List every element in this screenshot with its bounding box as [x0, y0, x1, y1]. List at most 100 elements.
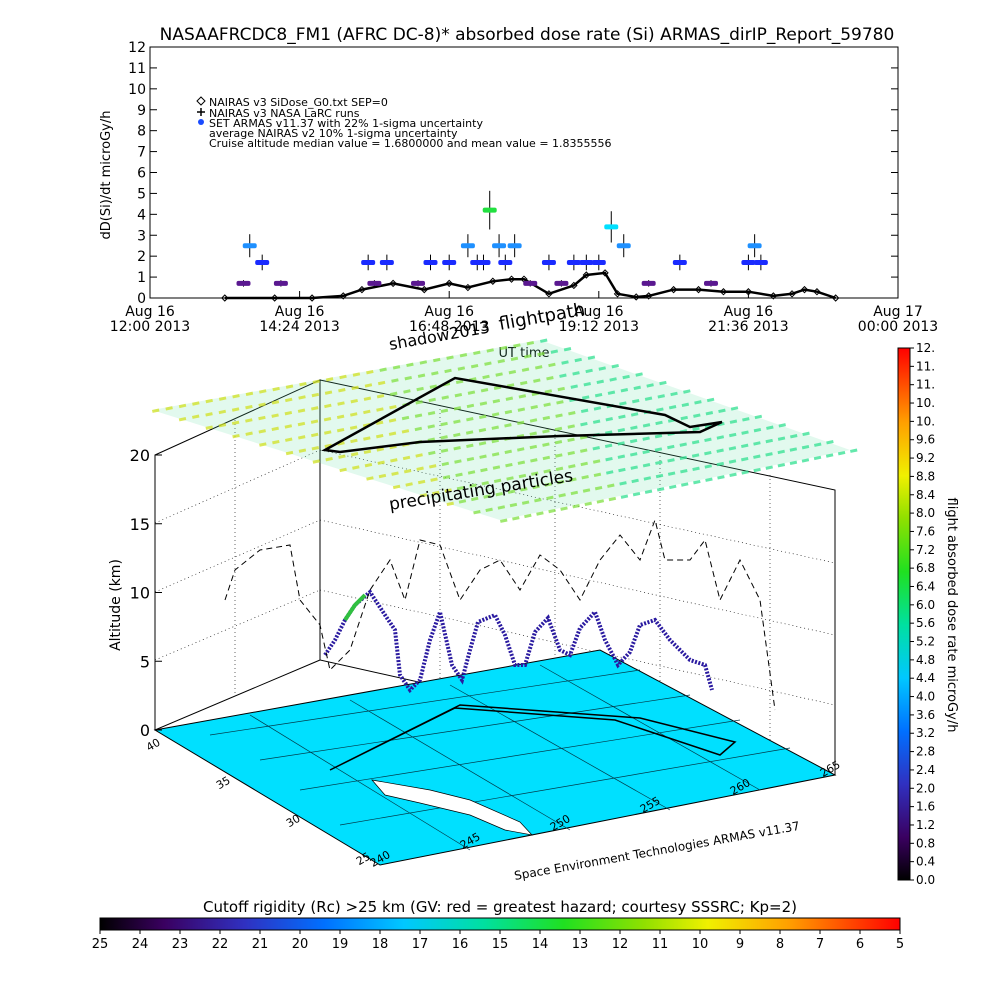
latitude-tick-label: 40	[144, 736, 163, 754]
armas-point	[255, 259, 270, 265]
particle-dot	[617, 427, 626, 433]
cutoff-rigidity-tick-label: 21	[252, 937, 269, 952]
particle-dot	[680, 469, 688, 474]
particle-dot	[466, 403, 475, 409]
particle-dot	[617, 454, 626, 459]
legend-entry-3: SET ARMAS v11.37 with 22% 1-sigma uncert…	[209, 117, 483, 130]
particle-dot	[510, 356, 519, 362]
particle-dot	[446, 501, 454, 507]
top-y-tick-label: 6	[137, 166, 146, 182]
particle-dot	[542, 415, 551, 421]
top-y-tick-label: 10	[128, 82, 146, 98]
particle-dot	[789, 460, 798, 466]
particle-dot	[205, 425, 213, 430]
dose-rate-tick-label: 5.6	[916, 616, 935, 630]
particle-dot	[504, 449, 512, 455]
particle-dot	[729, 472, 737, 478]
top-x-tick-day: Aug 16	[574, 304, 624, 320]
particle-dot	[297, 408, 306, 413]
nairas-series-points	[221, 269, 840, 302]
dose-rate-tick-label: 6.4	[916, 579, 935, 593]
legend-blue-dot-icon	[198, 119, 204, 125]
armas-point	[641, 280, 656, 286]
particle-dot	[826, 440, 834, 445]
nairas-point	[788, 290, 796, 298]
particle-dot	[546, 376, 554, 381]
particle-dot	[403, 389, 411, 394]
particle-dot	[366, 476, 374, 481]
particle-dot	[594, 485, 603, 491]
top-x-tick-time: 19:12 2013	[559, 319, 639, 335]
armas-point	[672, 259, 687, 265]
armas-point	[616, 243, 631, 249]
particle-dot	[404, 375, 412, 381]
particle-dot	[453, 446, 461, 451]
particle-dot	[570, 490, 579, 496]
particle-dot	[716, 448, 724, 453]
particle-dot	[232, 433, 240, 439]
particle-dot	[778, 423, 786, 428]
particle-dot	[427, 424, 435, 429]
nairas-point	[389, 279, 397, 288]
particle-dot	[706, 397, 715, 403]
particle-dot	[554, 426, 563, 432]
particle-dot	[432, 490, 440, 496]
particle-dot	[813, 455, 822, 461]
armas-point	[507, 243, 522, 249]
chart-title: NASAAFRCDC8_FM1 (AFRC DC-8)* absorbed do…	[160, 25, 895, 45]
particle-dot	[405, 482, 413, 487]
top-x-tick-time: 14:24 2013	[259, 319, 339, 335]
particle-dot	[655, 460, 663, 465]
particle-dot	[657, 394, 665, 399]
top-y-tick-label: 11	[128, 61, 146, 77]
particle-dot	[753, 441, 761, 446]
particle-dot	[480, 467, 488, 473]
particle-dot	[311, 432, 319, 438]
particle-dot	[312, 459, 321, 464]
particle-dot	[390, 458, 398, 463]
armas-point	[442, 259, 457, 265]
cutoff-rigidity-tick-label: 17	[412, 937, 429, 952]
dose-rate-colorbar-label: flight absorbed dose rate microGy/h	[944, 498, 959, 733]
particle-dot	[680, 415, 688, 421]
particle-dot	[548, 362, 556, 368]
particle-dot	[742, 417, 750, 422]
particle-dot	[455, 472, 463, 478]
cutoff-rigidity-tick-label: 14	[532, 937, 549, 952]
particle-dot	[642, 463, 651, 468]
top-x-tick-time: 21:36 2013	[708, 319, 788, 335]
particle-dot	[592, 419, 601, 424]
longitude-tick-label: 265	[818, 758, 843, 780]
nairas-point	[464, 283, 472, 292]
particle-dot	[517, 460, 526, 465]
particle-dot	[681, 482, 689, 487]
particle-dot	[568, 411, 576, 416]
particle-dot	[352, 465, 360, 470]
particle-dot	[692, 466, 700, 472]
particle-dot	[466, 456, 475, 462]
particle-dot	[178, 403, 187, 409]
particle-dot	[442, 475, 451, 480]
armas-point	[423, 259, 438, 265]
particle-dot	[609, 377, 617, 382]
particle-dot	[716, 461, 725, 467]
particle-dot	[558, 493, 566, 498]
dose-rate-tick-label: 9.6	[916, 433, 935, 447]
particle-dot	[777, 449, 785, 455]
particle-dot	[670, 391, 678, 397]
particle-dot	[644, 489, 653, 494]
particle-dot	[537, 351, 545, 357]
nairas-point	[719, 288, 728, 296]
particle-dot	[705, 411, 714, 416]
particle-dot	[363, 396, 372, 401]
top-x-tick-day: Aug 16	[275, 304, 325, 320]
particle-dot	[389, 404, 397, 410]
cutoff-rigidity-tick-label: 15	[492, 937, 509, 952]
nairas-point	[601, 269, 609, 277]
top-legend: NAIRAS v3 SiDose_G0.txt SEP=0 NAIRAS v3 …	[196, 96, 612, 150]
particle-dot	[535, 365, 543, 370]
nairas-point	[270, 294, 279, 302]
particle-dot	[271, 413, 279, 418]
particle-dot	[837, 450, 846, 456]
